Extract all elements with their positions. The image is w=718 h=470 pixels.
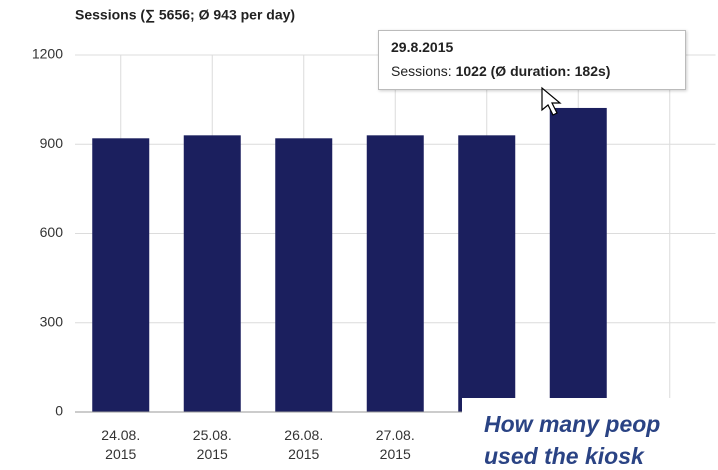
chart-title: Sessions (∑ 5656; Ø 943 per day) bbox=[75, 7, 295, 24]
tooltip-detail: (Ø duration: 182s) bbox=[490, 63, 611, 79]
x-tick-label: 25.08. 2015 bbox=[192, 427, 232, 462]
y-tick-label: 0 bbox=[55, 403, 63, 419]
caption-line: used the kiosk bbox=[484, 443, 644, 469]
y-tick-label: 600 bbox=[40, 224, 64, 240]
tooltip-value: 1022 bbox=[455, 63, 487, 79]
tooltip: 29.8.2015 Sessions: 1022 (Ø duration: 18… bbox=[378, 30, 686, 90]
caption-box: How many peop used the kiosk bbox=[462, 398, 718, 470]
bar bbox=[183, 135, 241, 412]
bar bbox=[275, 138, 333, 413]
bar bbox=[366, 135, 424, 412]
tooltip-label: Sessions: bbox=[391, 63, 452, 79]
x-tick-label: 26.08. 2015 bbox=[284, 427, 324, 462]
x-tick-label: 24.08. 2015 bbox=[101, 427, 141, 462]
tooltip-date: 29.8.2015 bbox=[391, 39, 454, 55]
bar bbox=[549, 107, 607, 412]
y-tick-label: 1200 bbox=[32, 46, 63, 62]
bar bbox=[458, 135, 516, 412]
y-tick-label: 300 bbox=[40, 313, 64, 329]
caption-line: How many peop bbox=[484, 411, 661, 437]
y-tick-label: 900 bbox=[40, 135, 64, 151]
bar bbox=[92, 138, 150, 413]
x-tick-label: 27.08. 2015 bbox=[375, 427, 415, 462]
tooltip-text: Sessions: 1022 (Ø duration: 182s) bbox=[391, 63, 610, 79]
